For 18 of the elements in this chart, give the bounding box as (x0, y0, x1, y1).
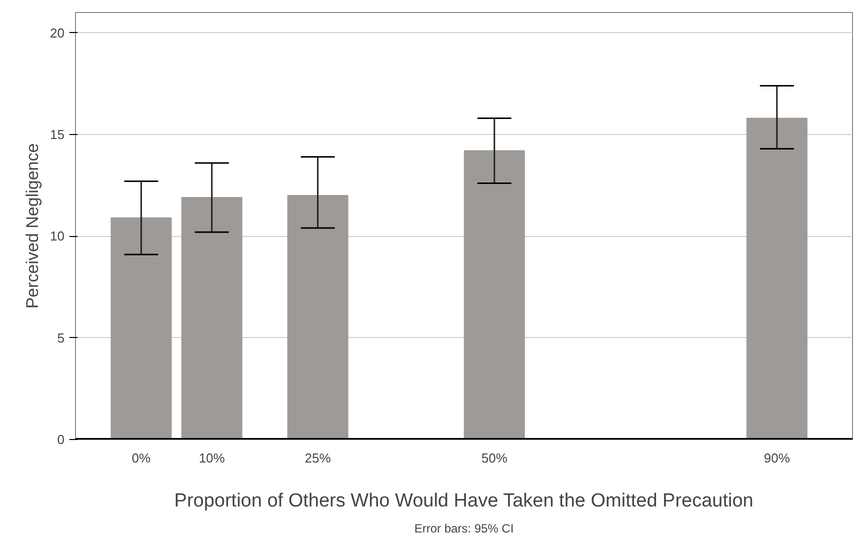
x-tick-label: 90% (764, 450, 790, 466)
y-tick-label: 5 (57, 330, 65, 346)
x-axis-title: Proportion of Others Who Would Have Taken the Omitted Precaution (174, 490, 754, 512)
x-tick-label: 50% (481, 450, 508, 466)
x-tick-label: 25% (304, 450, 332, 466)
y-tick-label: 20 (50, 25, 65, 40)
y-tick-label: 0 (57, 432, 65, 447)
y-tick-label: 15 (50, 127, 65, 142)
bar (746, 118, 808, 440)
bar (287, 195, 348, 440)
bar (181, 197, 242, 440)
bar (464, 150, 525, 440)
x-tick-label: 0% (132, 450, 152, 466)
bar (110, 217, 172, 440)
x-tick-label: 10% (198, 450, 226, 466)
text: Error bars: 95% CI (414, 522, 514, 536)
y-tick-label: 10 (50, 228, 65, 244)
y-axis-title: Perceived Negligence (23, 143, 42, 309)
